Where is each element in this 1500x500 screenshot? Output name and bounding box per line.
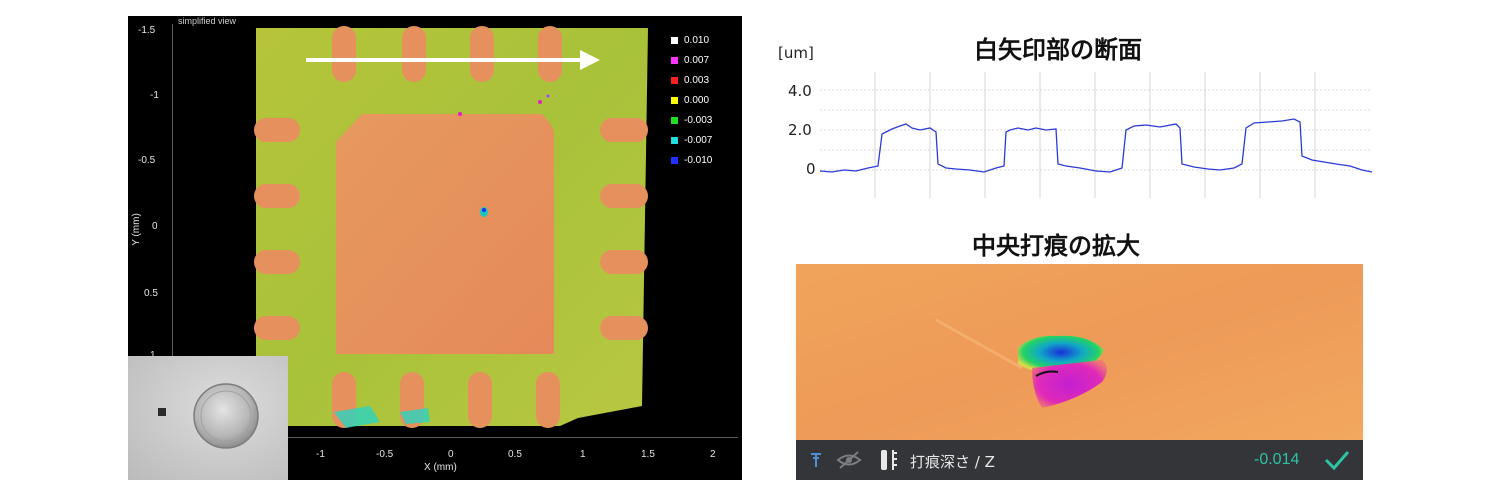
cross-section-arrow xyxy=(306,50,600,70)
height-map-image xyxy=(254,26,648,428)
measurement-label: 打痕深さ / Z xyxy=(910,453,995,471)
height-gauge-icon xyxy=(881,450,897,470)
profile-y-tick: 4.0 xyxy=(788,82,812,100)
legend-value: 0.003 xyxy=(684,74,710,86)
measurement-value: -0.014 xyxy=(1254,451,1300,468)
legend-swatch xyxy=(671,56,678,64)
legend-entry: -0.003 xyxy=(671,113,712,127)
legend-value: -0.007 xyxy=(684,134,713,146)
y-tick-label: -1 xyxy=(150,90,159,101)
hidden-eye-icon[interactable] xyxy=(836,451,862,469)
y-tick-label: -0.5 xyxy=(138,155,156,166)
legend-swatch xyxy=(671,96,678,104)
pin-icon[interactable] xyxy=(810,452,822,468)
legend-swatch xyxy=(671,136,678,144)
legend-value: 0.007 xyxy=(684,54,710,66)
checkmark-icon xyxy=(1324,451,1350,470)
legend-value: 0.010 xyxy=(684,34,710,46)
height-map-panel: simplified view -1.5 -1 -0.5 0 0.5 1 Y (… xyxy=(128,16,742,480)
legend-entry: -0.007 xyxy=(671,133,712,147)
profile-line xyxy=(820,118,1372,173)
x-tick-label: 2 xyxy=(710,449,716,460)
legend-value: 0.000 xyxy=(684,94,710,106)
y-tick-label: 0.5 xyxy=(144,288,158,299)
profile-y-tick: 2.0 xyxy=(788,121,812,139)
color-legend: 0.010 0.007 0.003 0.000 -0.003 -0.007 -0… xyxy=(671,33,739,166)
x-tick-label: -0.5 xyxy=(376,449,394,460)
x-tick-label: 0 xyxy=(448,449,454,460)
legend-entry: 0.003 xyxy=(671,73,709,87)
y-tick-label: -1.5 xyxy=(138,25,156,36)
legend-value: -0.010 xyxy=(684,154,713,166)
legend-entry: 0.007 xyxy=(671,53,709,67)
y-tick-label: 0 xyxy=(152,221,158,232)
zoom-title: 中央打痕の拡大 xyxy=(972,232,1140,260)
legend-value: -0.003 xyxy=(684,114,713,126)
x-tick-label: -1 xyxy=(316,449,325,460)
legend-entry: -0.010 xyxy=(671,153,712,167)
x-tick-label: 1.5 xyxy=(641,449,655,460)
measurement-status-bar: 打痕深さ / Z -0.014 xyxy=(796,440,1363,480)
coin-comparison-photo xyxy=(128,356,288,480)
y-axis-line xyxy=(172,24,173,438)
legend-swatch xyxy=(671,156,678,164)
legend-swatch xyxy=(671,36,678,44)
legend-entry: 0.010 xyxy=(671,33,709,47)
y-axis-label: Y (mm) xyxy=(130,213,142,246)
profile-unit: [um] xyxy=(778,44,814,62)
profile-title: 白矢印部の断面 xyxy=(974,36,1142,64)
legend-swatch xyxy=(671,116,678,124)
x-axis-label: X (mm) xyxy=(424,462,457,473)
profile-chart xyxy=(820,72,1372,198)
zoom-image xyxy=(796,264,1363,440)
legend-entry: 0.000 xyxy=(671,93,709,107)
view-label: simplified view xyxy=(178,16,237,26)
x-tick-label: 0.5 xyxy=(508,449,522,460)
profile-y-tick: 0 xyxy=(806,160,816,178)
x-axis-line xyxy=(172,437,738,438)
x-tick-label: 1 xyxy=(580,449,586,460)
y-tick-label: 1 xyxy=(150,350,156,361)
legend-swatch xyxy=(671,76,678,84)
